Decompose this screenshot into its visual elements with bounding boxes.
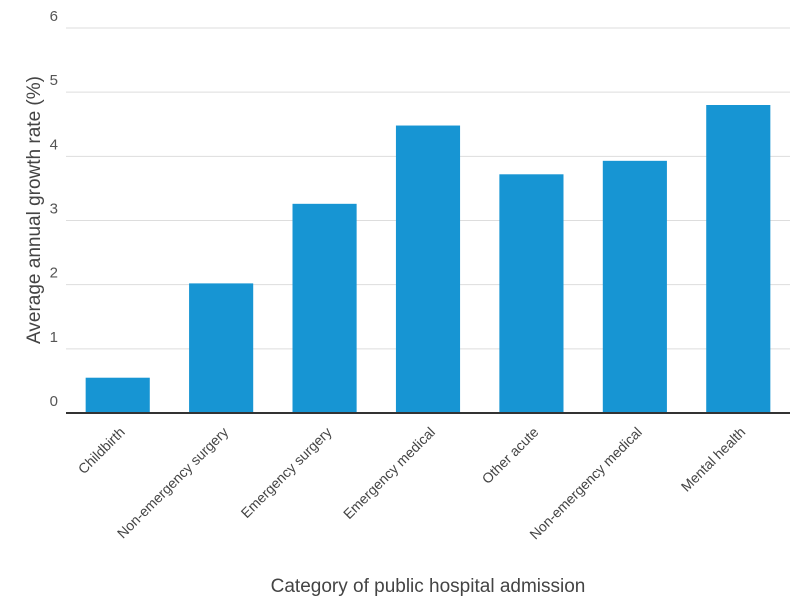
- bar: [602, 160, 667, 413]
- bar: [189, 283, 254, 413]
- y-tick-label: 5: [50, 72, 58, 89]
- x-tick-label: Non-emergency medical: [526, 424, 645, 543]
- y-tick-label: 3: [50, 201, 58, 218]
- x-axis-title: Category of public hospital admission: [271, 576, 586, 597]
- y-tick-label: 0: [50, 393, 58, 410]
- x-tick-label: Childbirth: [75, 424, 128, 477]
- bar: [499, 174, 564, 413]
- y-tick-labels: 0 1 2 3 4 5 6: [50, 8, 58, 410]
- y-tick-label: 6: [50, 8, 58, 25]
- bar: [395, 125, 461, 414]
- y-axis-title: Average annual growth rate (%): [24, 76, 45, 344]
- y-tick-label: 1: [50, 329, 58, 346]
- y-tick-label: 2: [50, 265, 58, 282]
- bar: [85, 377, 150, 413]
- x-tick-label: Mental health: [678, 424, 749, 495]
- x-tick-label: Emergency medical: [340, 424, 438, 522]
- y-tick-label: 4: [50, 136, 58, 153]
- bar: [292, 203, 357, 413]
- bar: [706, 105, 771, 413]
- x-tick-label: Other acute: [479, 424, 542, 487]
- bars: [85, 105, 771, 414]
- x-tick-label: Non-emergency surgery: [114, 424, 232, 542]
- x-tick-label: Emergency surgery: [238, 424, 335, 521]
